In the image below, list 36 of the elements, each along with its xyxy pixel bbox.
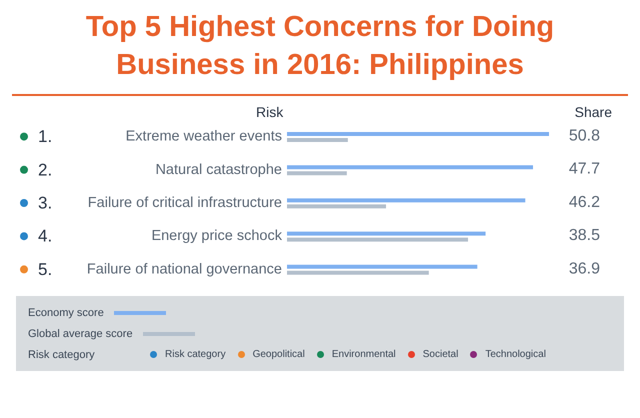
bar bbox=[287, 204, 386, 208]
text: 3. bbox=[38, 194, 52, 212]
chart-title: Top 5 Highest Concerns for Doing Business in 2016: Philippines bbox=[85, 10, 555, 83]
bar bbox=[287, 232, 486, 236]
data-label: 36.9 bbox=[568, 260, 600, 278]
bar bbox=[287, 238, 468, 242]
text: Technological bbox=[484, 349, 546, 360]
data-label: 46.2 bbox=[568, 194, 600, 211]
text: Risk bbox=[256, 104, 284, 120]
text: 1. bbox=[38, 127, 52, 146]
bar bbox=[287, 171, 347, 176]
bar bbox=[287, 198, 526, 202]
y-tick-label: Extreme weather events bbox=[126, 128, 282, 145]
text: 4. bbox=[38, 226, 52, 246]
y-tick-label: Failure of national governance bbox=[86, 261, 282, 278]
bar bbox=[287, 264, 478, 269]
legend-label: Economy score bbox=[28, 306, 104, 318]
y-tick-label: Energy price schock bbox=[151, 228, 283, 244]
text: 2. bbox=[38, 160, 52, 180]
text: Societal bbox=[422, 349, 458, 360]
data-label: 38.5 bbox=[568, 227, 600, 244]
data-label: 47.7 bbox=[568, 160, 600, 178]
text: 5. bbox=[38, 260, 52, 279]
bar bbox=[287, 132, 549, 136]
text: Geopolitical bbox=[252, 349, 305, 360]
bar bbox=[287, 165, 534, 170]
legend-label: Global average score bbox=[28, 328, 133, 340]
y-tick-label: Failure of critical infrastructure bbox=[88, 195, 282, 211]
text: Risk category bbox=[28, 348, 96, 360]
bar bbox=[287, 270, 429, 275]
bar bbox=[287, 138, 348, 142]
text: Share bbox=[574, 104, 612, 120]
data-label: 50.8 bbox=[568, 128, 600, 144]
text: Risk category bbox=[164, 349, 226, 360]
text: Environmental bbox=[330, 349, 396, 360]
y-tick-label: Natural catastrophe bbox=[155, 162, 282, 178]
